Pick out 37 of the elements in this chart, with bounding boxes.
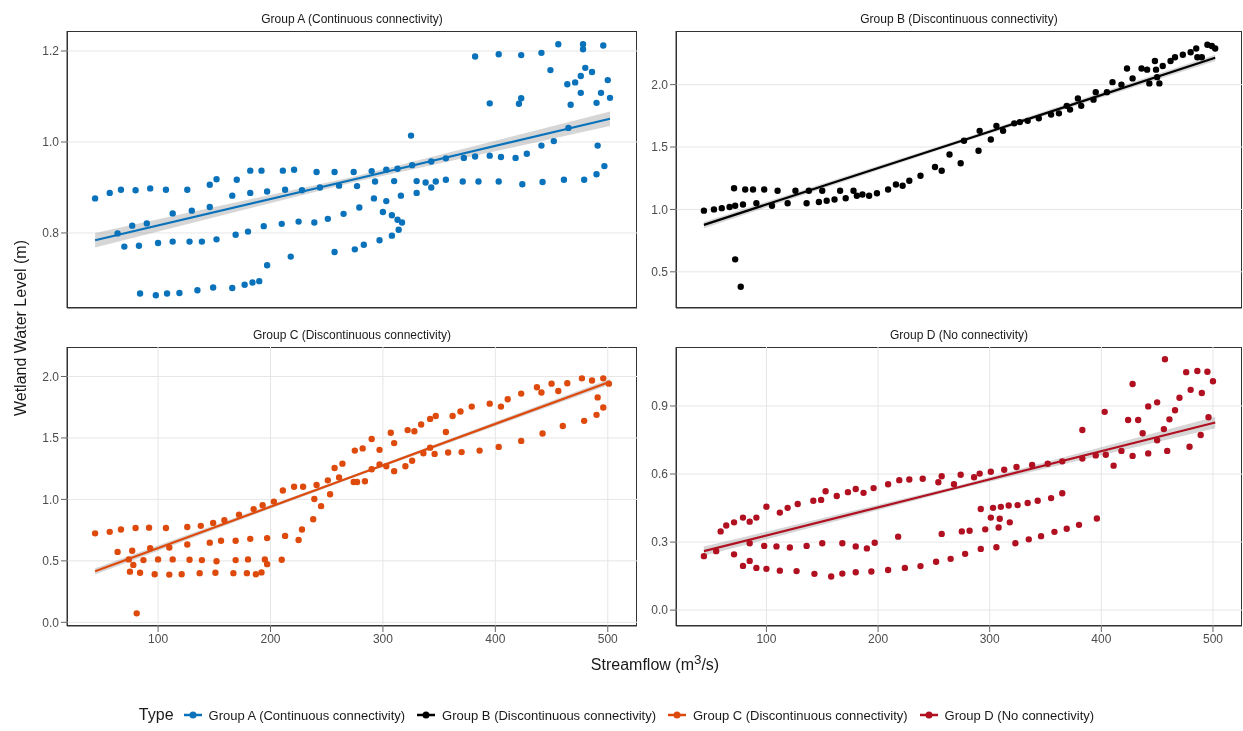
x-tick-label: 500 (1202, 631, 1224, 646)
legend-label: Group B (Discontinuous connectivity) (441, 707, 656, 723)
x-tick-label: 200 (260, 631, 281, 646)
y-tick-label: 0.5 (651, 265, 669, 280)
y-tick-label: 0.0 (42, 615, 60, 630)
chart-title: Group C (Discontinuous connectivity) (251, 327, 453, 344)
y-tick-label: 1.5 (651, 140, 669, 155)
x-axis-title: Streamflow (m$^{3}$/s) (589, 652, 721, 675)
legend-title: Type (138, 706, 174, 724)
y-tick-label: 1.5 (42, 431, 60, 446)
y-tick-label: 0.9 (651, 399, 669, 414)
x-tick-label: 100 (756, 631, 777, 646)
x-tick-label: 400 (485, 631, 506, 646)
legend-label: Group C (Discontinuous connectivity) (692, 707, 908, 723)
y-tick-label: 0.8 (42, 226, 60, 241)
y-tick-label: 1.2 (42, 44, 60, 59)
x-tick-label: 400 (1091, 631, 1112, 646)
y-tick-label: 2.0 (651, 77, 669, 92)
chart-title: Group D (No connectivity) (888, 327, 1029, 344)
y-tick-label: 1.0 (42, 492, 60, 507)
y-tick-label: 0.5 (42, 554, 60, 569)
x-tick-label: 300 (372, 631, 394, 646)
chart-title: Group B (Discontinuous connectivity) (859, 11, 1059, 28)
legend-label: Group D (No connectivity) (943, 707, 1095, 723)
y-tick-label: 0.6 (651, 467, 669, 482)
x-tick-label: 200 (868, 631, 889, 646)
x-tick-label: 300 (979, 631, 1001, 646)
legend-label: Group A (Continuous connectivity) (207, 707, 406, 723)
y-tick-label: 2.0 (42, 369, 60, 384)
y-tick-label: 0.0 (651, 603, 669, 618)
y-tick-label: 0.3 (651, 535, 669, 550)
x-tick-label: 500 (597, 631, 619, 646)
y-axis-title: Wetland Water Level (m) (12, 238, 30, 419)
chart-title: Group A (Continuous connectivity) (260, 11, 444, 28)
x-tick-label: 100 (148, 631, 169, 646)
y-tick-label: 1.0 (42, 135, 60, 150)
y-tick-label: 1.0 (651, 202, 669, 217)
